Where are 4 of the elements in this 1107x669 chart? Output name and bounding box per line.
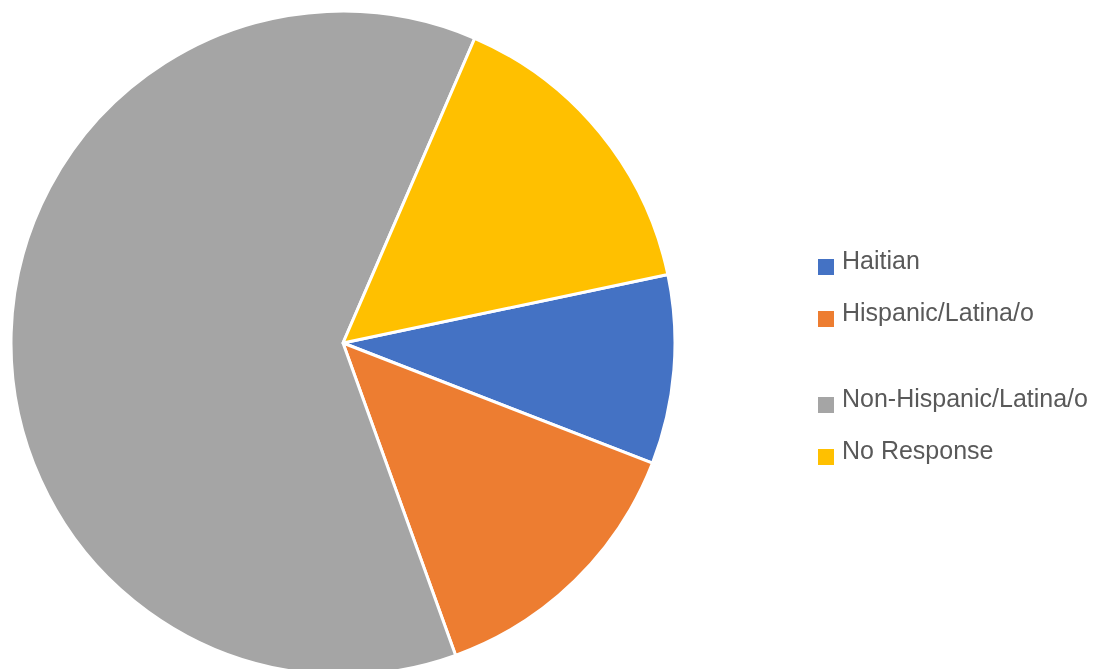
legend-label: Non-Hispanic/Latina/o bbox=[842, 383, 1088, 412]
legend-label: Hispanic/Latina/o bbox=[842, 297, 1034, 326]
legend-label: Haitian bbox=[842, 245, 920, 274]
legend-label: No Response bbox=[842, 435, 994, 464]
